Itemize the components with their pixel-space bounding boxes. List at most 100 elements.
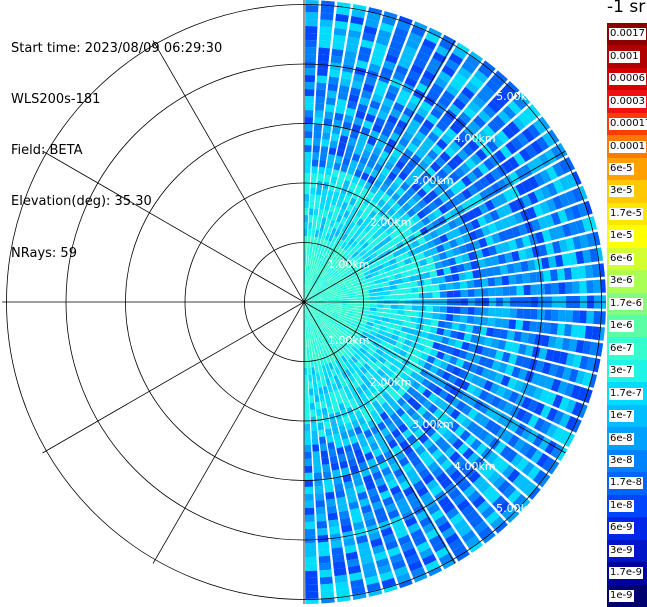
data-gate bbox=[358, 133, 369, 143]
data-gate bbox=[325, 196, 332, 205]
data-gate bbox=[444, 188, 455, 200]
data-gate bbox=[401, 202, 412, 212]
data-gate bbox=[354, 395, 362, 404]
data-gate bbox=[328, 362, 334, 370]
data-gate bbox=[319, 576, 333, 585]
data-gate bbox=[442, 34, 457, 46]
data-gate bbox=[328, 319, 335, 326]
data-gate bbox=[532, 156, 545, 171]
data-gate bbox=[346, 350, 354, 358]
data-gate bbox=[460, 289, 468, 298]
data-gate bbox=[364, 244, 373, 253]
data-gate bbox=[314, 479, 323, 487]
data-gate bbox=[346, 329, 354, 336]
data-gate bbox=[461, 175, 473, 187]
data-gate bbox=[506, 510, 520, 524]
data-gate bbox=[491, 409, 503, 422]
data-gate bbox=[313, 304, 321, 308]
data-gate bbox=[317, 216, 323, 224]
data-gate bbox=[380, 167, 391, 177]
data-gate bbox=[325, 264, 331, 272]
data-gate bbox=[329, 338, 335, 346]
data-gate bbox=[382, 60, 396, 71]
data-gate bbox=[325, 312, 332, 317]
data-gate bbox=[455, 400, 467, 412]
data-gate bbox=[423, 455, 435, 467]
data-gate bbox=[332, 41, 345, 51]
data-gate bbox=[362, 293, 370, 298]
data-gate bbox=[402, 462, 414, 474]
data-gate bbox=[325, 232, 331, 241]
data-gate bbox=[364, 143, 374, 153]
data-gate bbox=[355, 270, 364, 276]
data-gate bbox=[368, 376, 377, 385]
data-gate bbox=[318, 230, 323, 239]
data-gate bbox=[314, 394, 320, 403]
data-gate bbox=[405, 124, 418, 136]
data-gate bbox=[325, 348, 331, 356]
data-gate bbox=[515, 273, 524, 285]
data-gate bbox=[316, 285, 322, 291]
data-gate bbox=[360, 422, 370, 432]
data-gate bbox=[490, 74, 505, 89]
data-gate bbox=[304, 332, 306, 340]
data-gate bbox=[351, 175, 360, 185]
data-gate bbox=[582, 217, 593, 232]
data-gate bbox=[536, 271, 545, 283]
data-gate bbox=[313, 302, 321, 304]
data-gate bbox=[377, 208, 387, 218]
data-gate bbox=[305, 570, 318, 578]
data-gate bbox=[362, 197, 371, 206]
data-gate bbox=[348, 303, 356, 306]
data-gate bbox=[346, 315, 354, 320]
data-gate bbox=[328, 147, 337, 156]
data-gate bbox=[397, 534, 412, 546]
data-gate bbox=[401, 252, 410, 260]
data-gate bbox=[422, 553, 437, 566]
data-gate bbox=[583, 388, 593, 404]
data-gate bbox=[395, 407, 406, 418]
data-gate bbox=[314, 110, 324, 118]
data-gate bbox=[582, 249, 592, 264]
data-gate bbox=[539, 169, 552, 184]
data-gate bbox=[404, 417, 415, 428]
data-gate bbox=[305, 0, 319, 6]
data-gate bbox=[336, 148, 345, 158]
data-gate bbox=[338, 424, 347, 434]
data-gate bbox=[333, 311, 341, 315]
data-gate bbox=[498, 362, 508, 374]
data-gate bbox=[330, 133, 340, 142]
data-gate bbox=[477, 162, 490, 175]
data-gate bbox=[362, 310, 370, 314]
data-gate bbox=[304, 493, 314, 501]
data-gate bbox=[327, 298, 335, 300]
data-gate bbox=[588, 216, 598, 231]
data-gate bbox=[306, 299, 314, 302]
data-gate bbox=[527, 176, 540, 190]
data-gate bbox=[405, 468, 418, 480]
data-gate bbox=[325, 363, 331, 372]
data-gate bbox=[473, 115, 486, 129]
data-gate bbox=[395, 95, 408, 107]
data-gate bbox=[396, 572, 411, 584]
data-gate bbox=[482, 531, 496, 544]
data-gate bbox=[376, 295, 384, 300]
data-gate bbox=[461, 61, 476, 75]
data-gate bbox=[410, 181, 421, 192]
data-gate bbox=[317, 311, 324, 317]
data-gate bbox=[472, 386, 483, 398]
data-gate bbox=[346, 406, 354, 416]
data-gate bbox=[304, 96, 315, 104]
data-gate bbox=[430, 82, 445, 95]
data-gate bbox=[397, 58, 412, 70]
data-gate bbox=[316, 344, 321, 353]
data-gate bbox=[461, 253, 470, 263]
data-gate bbox=[555, 225, 566, 239]
data-gate bbox=[440, 459, 453, 471]
data-gate bbox=[390, 334, 399, 341]
data-gate bbox=[391, 212, 401, 222]
data-gate bbox=[317, 380, 323, 388]
data-gate bbox=[369, 307, 377, 312]
data-gate bbox=[307, 332, 310, 340]
data-gate bbox=[367, 106, 379, 117]
